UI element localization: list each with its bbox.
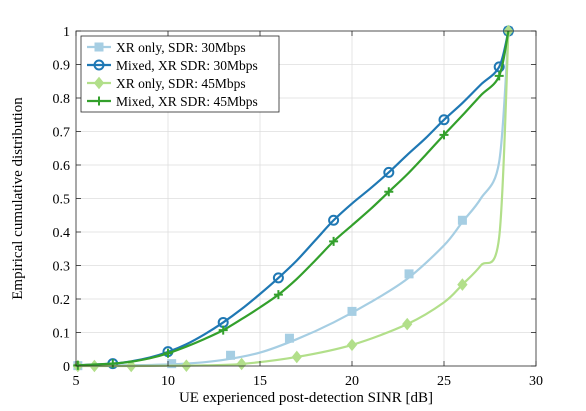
series-3-marker bbox=[346, 338, 358, 352]
series-1-marker bbox=[457, 215, 467, 225]
legend-swatch-marker bbox=[93, 76, 105, 90]
legend-swatch-marker bbox=[93, 59, 105, 71]
x-tick-label: 5 bbox=[73, 374, 80, 389]
y-tick-label: 0.5 bbox=[53, 193, 71, 208]
series-2-marker bbox=[438, 114, 450, 126]
series-4-marker bbox=[439, 130, 449, 140]
y-tick-label: 0.4 bbox=[53, 226, 71, 241]
legend-swatch-marker bbox=[94, 96, 104, 106]
grid-lines bbox=[76, 31, 536, 366]
series-3-marker bbox=[457, 278, 468, 291]
series-1-marker bbox=[404, 269, 414, 279]
series-4-marker bbox=[73, 360, 83, 370]
legend-label: XR only, SDR: 30Mbps bbox=[116, 40, 246, 55]
x-tick-label: 30 bbox=[529, 374, 543, 389]
series-1-marker bbox=[347, 306, 357, 316]
x-axis-label: UE experienced post-detection SINR [dB] bbox=[179, 390, 433, 406]
legend-item: XR only, SDR: 30Mbps bbox=[87, 40, 246, 55]
y-tick-label: 0.6 bbox=[53, 159, 71, 174]
series-1-marker bbox=[226, 350, 236, 360]
series-2-marker bbox=[328, 214, 340, 226]
series-1-marker bbox=[284, 333, 294, 343]
legend-item: XR only, SDR: 45Mbps bbox=[87, 76, 246, 91]
series-4-marker bbox=[108, 359, 118, 369]
y-tick-label: 0.8 bbox=[53, 92, 71, 107]
series-4-marker bbox=[494, 71, 504, 81]
y-tick-label: 0.3 bbox=[53, 260, 71, 275]
legend-box bbox=[80, 35, 280, 113]
series-4 bbox=[73, 30, 510, 370]
y-tick-label: 0.2 bbox=[53, 293, 71, 308]
series-3-marker bbox=[236, 357, 247, 371]
series-4-marker bbox=[329, 236, 339, 246]
y-tick-label: 1 bbox=[63, 25, 70, 40]
legend-swatch-marker bbox=[94, 42, 104, 52]
series-4-marker bbox=[384, 187, 394, 197]
y-axis-label: Empirical cumulative distribution bbox=[10, 97, 26, 300]
legend-item: Mixed, XR SDR: 45Mbps bbox=[87, 94, 258, 109]
series-4-marker bbox=[218, 325, 228, 335]
x-tick-label: 10 bbox=[161, 374, 175, 389]
axis-ticks: 5 10 15 20 25 30 0 0.1 0.2 0.3 0.4 0.5 0.6 0.7 0.8 0.9 1 bbox=[53, 25, 544, 389]
series-2-marker bbox=[493, 61, 505, 73]
x-tick-label: 20 bbox=[345, 374, 359, 389]
series-3-marker bbox=[402, 317, 413, 331]
legend-item: Mixed, XR SDR: 30Mbps bbox=[87, 58, 258, 73]
x-tick-label: 15 bbox=[253, 374, 267, 389]
y-tick-label: 0.9 bbox=[53, 59, 71, 74]
y-tick-label: 0.1 bbox=[53, 327, 71, 342]
y-tick-label: 0 bbox=[63, 360, 70, 375]
legend-label: Mixed, XR SDR: 30Mbps bbox=[116, 58, 258, 73]
series-4-marker bbox=[273, 290, 283, 300]
x-tick-label: 25 bbox=[437, 374, 451, 389]
series-4-marker bbox=[163, 348, 173, 358]
series-2-marker bbox=[383, 166, 395, 178]
legend-label: Mixed, XR SDR: 45Mbps bbox=[116, 94, 258, 109]
legend-label: XR only, SDR: 45Mbps bbox=[116, 76, 246, 91]
y-tick-label: 0.7 bbox=[53, 126, 71, 141]
series-2-marker bbox=[272, 272, 284, 284]
legend: XR only, SDR: 30Mbps Mixed, XR SDR: 30Mbp… bbox=[80, 35, 280, 113]
series-3-marker bbox=[291, 350, 302, 364]
